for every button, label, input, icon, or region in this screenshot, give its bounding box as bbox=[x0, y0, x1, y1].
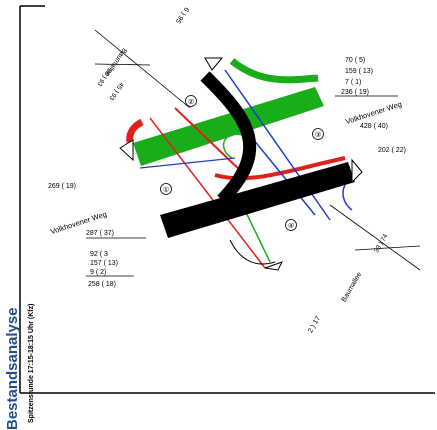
node-3-label: ③ bbox=[315, 131, 321, 139]
node-4-label: ④ bbox=[288, 222, 294, 230]
west-turn-2: 157 ( 13) bbox=[90, 260, 118, 267]
black-flow-curve-thin bbox=[229, 239, 276, 265]
east-out-total: 428 ( 40) bbox=[360, 123, 388, 130]
south-bottom-value: 2 ) 17 bbox=[307, 315, 322, 334]
north-small: 45 ) 93 bbox=[107, 81, 125, 102]
west-arm-marker bbox=[119, 139, 134, 162]
south-arm-guide-2 bbox=[354, 245, 421, 251]
green-flow-band bbox=[133, 87, 324, 166]
side-title: Bestandsanalyse bbox=[4, 307, 21, 430]
node-1-label: ① bbox=[163, 186, 169, 194]
node-1 bbox=[160, 183, 172, 195]
west-in-total: 269 ( 19) bbox=[48, 183, 76, 190]
east-arm-marker bbox=[351, 158, 363, 184]
black-flow-band bbox=[160, 162, 355, 238]
green-flow-curve-top bbox=[229, 58, 319, 84]
east-turn-3: 7 ( 1) bbox=[345, 79, 361, 86]
south-arm-marker bbox=[264, 261, 284, 271]
node-2 bbox=[185, 95, 197, 107]
north-arm-guide-1 bbox=[94, 29, 191, 109]
south-street-name: Baumallee bbox=[341, 271, 364, 303]
north-top-value: 6 ) 95 bbox=[174, 6, 190, 25]
east-sum: 236 ( 19) bbox=[341, 89, 369, 96]
west-turn-3: 9 ( 2) bbox=[90, 269, 106, 276]
west-turn-1: 92 ( 3 bbox=[90, 251, 108, 258]
node-2-label: ② bbox=[188, 98, 194, 106]
east-turn-2: 159 ( 13) bbox=[345, 68, 373, 75]
node-3 bbox=[312, 128, 324, 140]
south-sum: 33 ) 74 bbox=[373, 233, 389, 254]
intersection-diagram: ① ② ③ ④ 269 ( 19) Volkhovener Weg 287 ( … bbox=[19, 5, 435, 394]
west-sum: 258 ( 18) bbox=[88, 281, 116, 288]
red-flow-curve-left bbox=[126, 118, 144, 143]
north-arm-guide-2 bbox=[94, 63, 151, 66]
west-out-total: 287 ( 37) bbox=[86, 230, 114, 237]
north-arm-marker bbox=[204, 57, 224, 71]
south-arm-guide-1 bbox=[329, 204, 421, 271]
east-turn-1: 70 ( 5) bbox=[345, 57, 365, 64]
diagram-frame: ① ② ③ ④ 269 ( 19) Volkhovener Weg 287 ( … bbox=[4, 5, 435, 430]
east-in-total: 202 ( 22) bbox=[378, 147, 406, 154]
red-flow-line-2 bbox=[174, 107, 246, 176]
side-subtitle: Spitzenstunde 17:15-18:15 Uhr (Kfz) bbox=[28, 303, 35, 423]
black-flow-curve bbox=[200, 71, 257, 205]
blue-flow-curve bbox=[342, 184, 353, 211]
red-flow-line-1 bbox=[149, 117, 266, 269]
red-flow-curve-right bbox=[214, 156, 346, 181]
blue-flow-line-1 bbox=[224, 69, 331, 221]
node-4 bbox=[285, 219, 297, 231]
blue-flow-line-3 bbox=[139, 157, 236, 169]
